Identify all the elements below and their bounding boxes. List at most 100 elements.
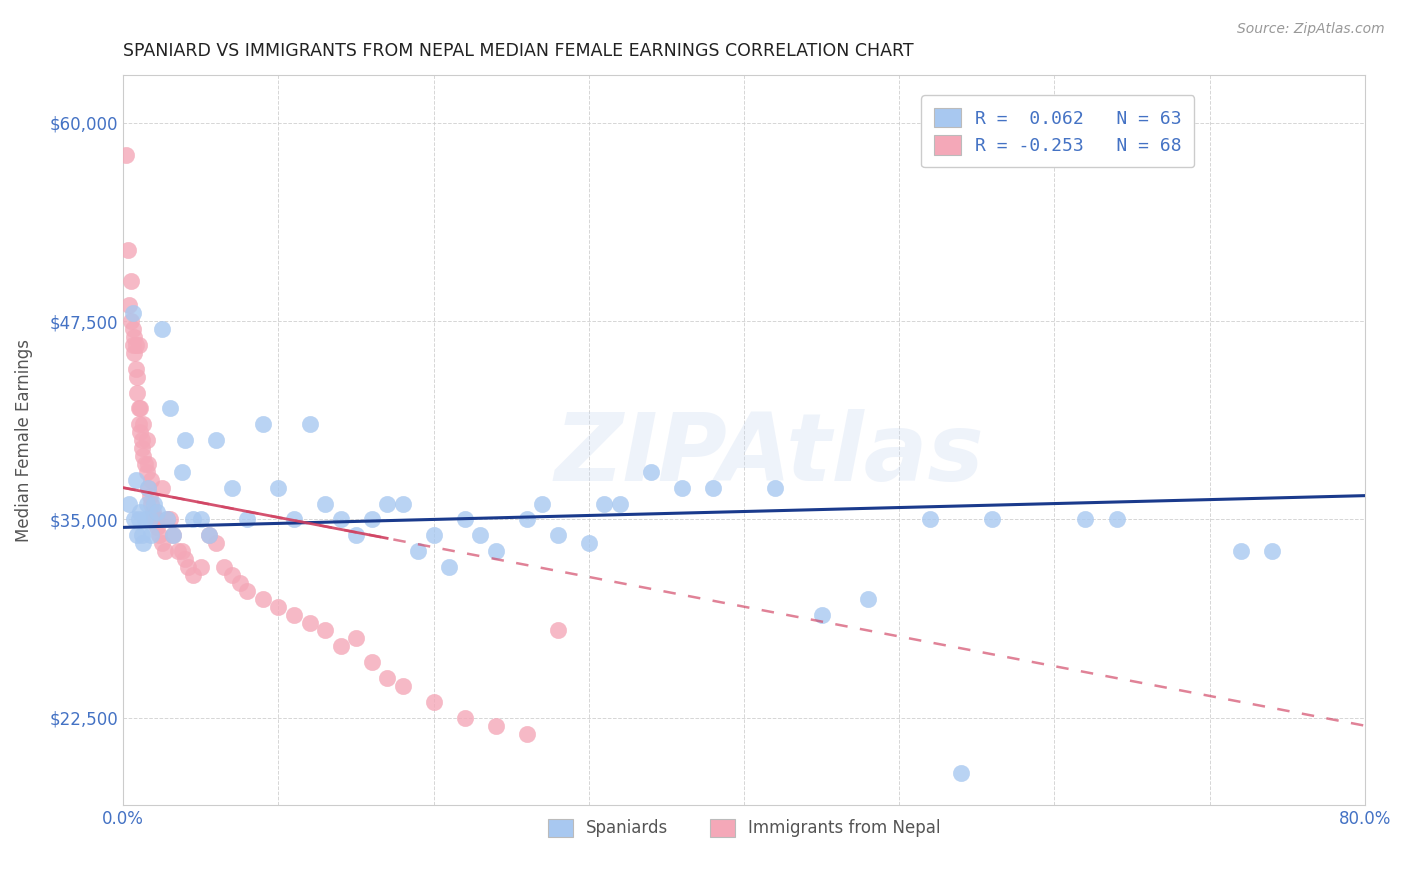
Point — [228, 575, 250, 590]
Point — [181, 512, 204, 526]
Point — [329, 640, 352, 654]
Point — [181, 568, 204, 582]
Point — [391, 497, 413, 511]
Point — [156, 512, 179, 526]
Point — [516, 512, 538, 526]
Point — [547, 624, 569, 638]
Point — [143, 512, 166, 526]
Point — [344, 632, 367, 646]
Point — [125, 338, 148, 352]
Point — [127, 369, 149, 384]
Point — [236, 583, 259, 598]
Point — [125, 361, 148, 376]
Point — [329, 512, 352, 526]
Point — [132, 536, 155, 550]
Point — [609, 497, 631, 511]
Point — [136, 481, 159, 495]
Point — [810, 607, 832, 622]
Point — [138, 512, 160, 526]
Point — [422, 528, 444, 542]
Point — [671, 481, 693, 495]
Point — [252, 591, 274, 606]
Point — [146, 520, 169, 534]
Point — [128, 417, 150, 432]
Point — [360, 512, 382, 526]
Point — [593, 497, 616, 511]
Point — [190, 560, 212, 574]
Point — [314, 497, 336, 511]
Point — [118, 298, 141, 312]
Point — [146, 504, 169, 518]
Point — [150, 536, 173, 550]
Point — [485, 544, 508, 558]
Point — [131, 433, 153, 447]
Point — [172, 544, 194, 558]
Point — [129, 401, 152, 416]
Point — [150, 322, 173, 336]
Point — [267, 599, 290, 614]
Point — [763, 481, 786, 495]
Point — [127, 385, 149, 400]
Point — [174, 552, 197, 566]
Point — [640, 465, 662, 479]
Point — [221, 568, 243, 582]
Point — [205, 433, 228, 447]
Point — [142, 504, 165, 518]
Point — [283, 607, 305, 622]
Point — [122, 330, 145, 344]
Point — [298, 615, 321, 630]
Point — [134, 457, 156, 471]
Point — [141, 497, 163, 511]
Point — [156, 512, 179, 526]
Point — [121, 306, 143, 320]
Point — [166, 544, 188, 558]
Point — [252, 417, 274, 432]
Point — [145, 512, 167, 526]
Point — [136, 481, 159, 495]
Point — [422, 695, 444, 709]
Point — [981, 512, 1004, 526]
Point — [117, 243, 139, 257]
Text: Source: ZipAtlas.com: Source: ZipAtlas.com — [1237, 22, 1385, 37]
Point — [1229, 544, 1251, 558]
Point — [135, 465, 157, 479]
Point — [702, 481, 724, 495]
Point — [212, 560, 235, 574]
Point — [131, 441, 153, 455]
Point — [454, 512, 477, 526]
Point — [159, 512, 181, 526]
Point — [136, 457, 159, 471]
Point — [150, 481, 173, 495]
Point — [375, 671, 398, 685]
Point — [129, 425, 152, 439]
Point — [197, 528, 219, 542]
Point — [128, 401, 150, 416]
Point — [131, 528, 153, 542]
Point — [177, 560, 200, 574]
Point — [267, 481, 290, 495]
Point — [406, 544, 429, 558]
Point — [132, 449, 155, 463]
Point — [122, 512, 145, 526]
Y-axis label: Median Female Earnings: Median Female Earnings — [15, 339, 32, 541]
Point — [172, 465, 194, 479]
Point — [121, 322, 143, 336]
Point — [174, 433, 197, 447]
Point — [1260, 544, 1282, 558]
Point — [143, 497, 166, 511]
Legend: Spaniards, Immigrants from Nepal: Spaniards, Immigrants from Nepal — [541, 812, 948, 844]
Point — [437, 560, 460, 574]
Point — [120, 275, 142, 289]
Point — [950, 766, 973, 780]
Point — [127, 528, 149, 542]
Point — [547, 528, 569, 542]
Point — [135, 433, 157, 447]
Point — [128, 338, 150, 352]
Point — [205, 536, 228, 550]
Point — [470, 528, 492, 542]
Point — [162, 528, 184, 542]
Point — [120, 314, 142, 328]
Point — [516, 726, 538, 740]
Point — [162, 528, 184, 542]
Point — [190, 512, 212, 526]
